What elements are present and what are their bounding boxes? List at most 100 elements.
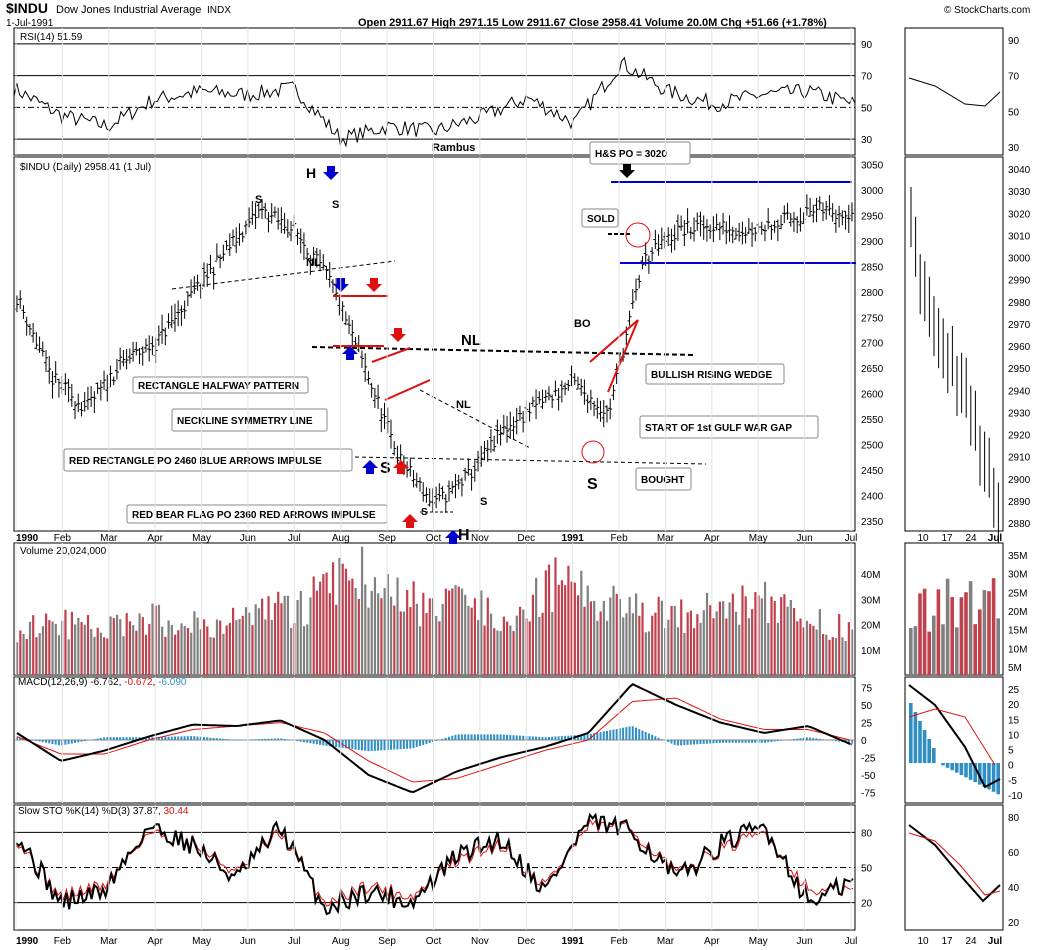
side-macd-tick: 0 bbox=[1008, 761, 1014, 772]
volume-bar bbox=[499, 631, 502, 675]
volume-bar bbox=[202, 619, 206, 675]
author-label: Rambus bbox=[432, 142, 475, 154]
macd-histogram-bar bbox=[296, 740, 299, 742]
macd-histogram-bar bbox=[564, 735, 567, 740]
volume-bar bbox=[506, 621, 509, 675]
macd-histogram-bar bbox=[699, 740, 702, 745]
pattern-label: NL bbox=[461, 332, 481, 349]
volume-bar bbox=[767, 623, 770, 675]
x-tick-label: May bbox=[749, 936, 768, 947]
volume-bar bbox=[335, 604, 338, 675]
macd-histogram-bar bbox=[709, 740, 712, 744]
side-x-label: 17 bbox=[941, 533, 953, 544]
macd-histogram-bar bbox=[93, 739, 96, 740]
volume-bar bbox=[38, 633, 41, 675]
macd-histogram-bar bbox=[773, 740, 776, 742]
volume-bar bbox=[460, 588, 464, 675]
macd-histogram-bar bbox=[209, 737, 212, 740]
price-panel: 2350 2400 2450 2500 2550 2600 2650 2700 2750 2800… bbox=[15, 161, 884, 528]
side-macd-bar bbox=[996, 763, 1000, 795]
x-tick-label: May bbox=[192, 533, 211, 544]
volume-bar bbox=[747, 618, 751, 675]
volume-bar bbox=[676, 627, 680, 675]
side-price-tick: 2900 bbox=[1008, 475, 1031, 486]
volume-bar bbox=[512, 631, 515, 675]
side-macd-bar bbox=[982, 763, 987, 787]
volume-bar bbox=[838, 613, 841, 675]
price-tick-label: 2900 bbox=[861, 237, 884, 248]
macd-histogram-bar bbox=[589, 733, 592, 740]
volume-bar bbox=[760, 598, 763, 675]
volume-bar bbox=[351, 578, 354, 675]
x-tick-label: Jun bbox=[240, 936, 256, 947]
macd-histogram-bar bbox=[618, 728, 621, 740]
volume-bar bbox=[448, 590, 451, 675]
callout-box bbox=[171, 408, 328, 432]
volume-bar bbox=[190, 632, 193, 675]
side-rsi-tick: 30 bbox=[1008, 143, 1020, 154]
macd-histogram-bar bbox=[261, 739, 264, 740]
bear-flag-bottom bbox=[384, 379, 431, 401]
macd-histogram-bar bbox=[338, 740, 341, 748]
volume-bar bbox=[618, 598, 622, 675]
x-tick-label: Jul bbox=[288, 533, 301, 544]
side-macd-tick: 15 bbox=[1008, 715, 1020, 726]
side-volume-bar bbox=[973, 624, 977, 675]
volume-bar bbox=[80, 622, 83, 675]
x-tick-label: Mar bbox=[657, 936, 675, 947]
pattern-label: S bbox=[587, 476, 598, 493]
volume-bar bbox=[212, 637, 215, 675]
side-volume-bar bbox=[932, 615, 936, 675]
macd-histogram-bar bbox=[770, 740, 773, 742]
side-volume-bar bbox=[964, 592, 968, 675]
volume-bar bbox=[780, 597, 783, 675]
macd-histogram-bar bbox=[257, 739, 260, 740]
side-volume-bar bbox=[968, 581, 973, 675]
macd-histogram-bar bbox=[657, 737, 660, 740]
volume-bar bbox=[841, 637, 844, 675]
volume-bar bbox=[360, 546, 364, 675]
side-macd-signal bbox=[908, 708, 996, 766]
macd-histogram-bar bbox=[834, 740, 837, 742]
volume-bar bbox=[454, 585, 457, 675]
volume-bar bbox=[180, 623, 183, 675]
volume-bar bbox=[406, 589, 409, 675]
macd-histogram-bar bbox=[67, 740, 70, 745]
macd-histogram-bar bbox=[377, 740, 380, 751]
macd-histogram-bar bbox=[547, 736, 550, 740]
macd-histogram-bar bbox=[454, 734, 457, 740]
macd-histogram-bar bbox=[593, 733, 596, 740]
macd-histogram-bar bbox=[660, 739, 663, 740]
side-macd-bar bbox=[987, 763, 991, 790]
x-tick-label: Jun bbox=[797, 936, 813, 947]
macd-histogram-bar bbox=[741, 740, 744, 743]
volume-bar bbox=[554, 557, 557, 675]
volume-bar bbox=[657, 596, 660, 675]
volume-bar bbox=[631, 613, 634, 675]
volume-bar bbox=[741, 585, 744, 675]
callout-box bbox=[645, 363, 785, 385]
side-price-tick: 3000 bbox=[1008, 254, 1031, 265]
volume-bar bbox=[686, 612, 689, 675]
volume-bar bbox=[215, 619, 219, 675]
volume-bar bbox=[564, 585, 567, 675]
price-tick-label: 2800 bbox=[861, 288, 884, 299]
macd-histogram-bar bbox=[689, 740, 692, 745]
volume-bar bbox=[467, 605, 470, 675]
callout-text: H&S PO = 3020 bbox=[595, 149, 667, 160]
volume-tick-label: 20M bbox=[861, 621, 880, 632]
volume-bar bbox=[493, 628, 496, 675]
macd-histogram-bar bbox=[83, 740, 86, 742]
volume-bar bbox=[151, 603, 154, 675]
volume-bar bbox=[541, 612, 544, 675]
volume-bar bbox=[709, 605, 712, 675]
side-volume-tick: 30M bbox=[1008, 570, 1027, 581]
macd-histogram-bar bbox=[151, 737, 154, 740]
volume-bar bbox=[802, 627, 805, 675]
side-macd-bar bbox=[950, 763, 954, 771]
volume-bar bbox=[828, 639, 831, 675]
side-volume-bar bbox=[982, 590, 987, 675]
neckline-symmetry bbox=[354, 456, 707, 465]
side-volume-bar bbox=[913, 626, 918, 675]
volume-bar bbox=[209, 637, 212, 675]
